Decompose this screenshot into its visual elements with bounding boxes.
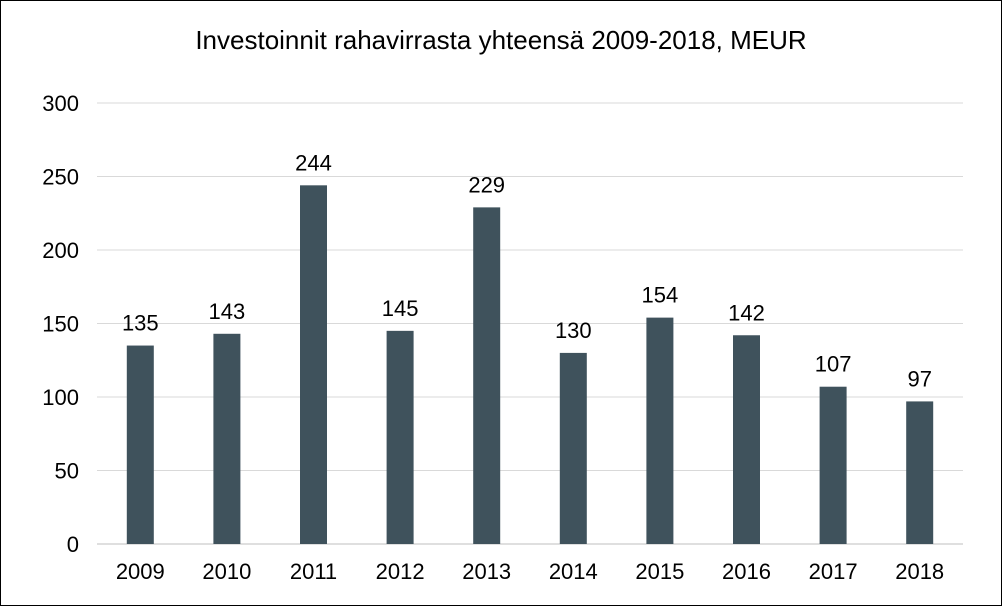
data-label: 145 (382, 296, 419, 321)
chart-title: Investoinnit rahavirrasta yhteensä 2009-… (195, 25, 807, 55)
x-tick-label: 2014 (549, 559, 598, 584)
bar-2013 (473, 207, 501, 544)
data-label: 154 (642, 283, 679, 308)
y-tick-label: 200 (42, 238, 79, 263)
y-tick-label: 150 (42, 312, 79, 337)
x-tick-label: 2015 (635, 559, 684, 584)
bar-2009 (126, 345, 154, 544)
y-tick-label: 100 (42, 385, 79, 410)
data-label: 130 (555, 318, 592, 343)
data-label: 244 (295, 150, 332, 175)
x-tick-label: 2017 (809, 559, 858, 584)
data-label: 229 (468, 172, 505, 197)
bar-2018 (906, 401, 934, 544)
bar-2014 (559, 352, 587, 544)
x-tick-label: 2012 (376, 559, 425, 584)
data-label: 143 (209, 299, 246, 324)
bar-2012 (386, 330, 414, 544)
x-tick-label: 2016 (722, 559, 771, 584)
x-tick-label: 2011 (290, 559, 337, 584)
data-label: 107 (815, 352, 852, 377)
data-label: 135 (122, 311, 159, 336)
x-tick-label: 2009 (116, 559, 165, 584)
x-tick-label: 2018 (895, 559, 944, 584)
y-tick-label: 50 (55, 459, 79, 484)
bar-2010 (213, 333, 241, 544)
y-tick-label: 0 (67, 532, 79, 557)
data-label: 142 (728, 300, 765, 325)
y-tick-label: 300 (42, 91, 79, 116)
bar-2016 (733, 335, 760, 544)
data-label: 97 (907, 366, 931, 391)
x-tick-label: 2010 (202, 559, 251, 584)
bar-2015 (646, 317, 674, 544)
y-tick-label: 250 (42, 165, 79, 190)
bar-2017 (819, 386, 847, 544)
x-tick-label: 2013 (462, 559, 511, 584)
bar-2011 (300, 185, 327, 544)
